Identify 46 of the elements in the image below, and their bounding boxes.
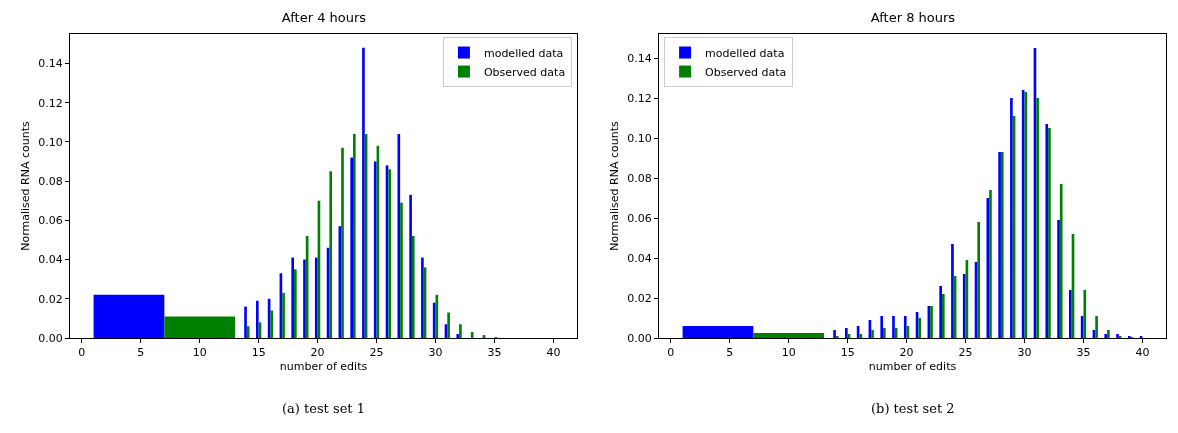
text: (b) test set 2 [871,401,955,416]
x-tick-label: 40 [1135,346,1150,360]
y-tick-label: 0.04 [38,253,63,267]
legend-label: modelled data [483,46,564,60]
x-tick-label: 35 [487,346,502,360]
y-tick-label: 0.02 [38,292,63,306]
y-tick-label: 0.08 [627,171,652,185]
chart-title: After 4 hours [281,10,367,26]
text: (a) test set 1 [282,401,365,416]
x-tick-label: 0 [78,346,86,360]
y-axis-title: Normalised RNA counts [607,120,621,251]
x-tick-label: 15 [840,346,855,360]
y-tick-label: 0.10 [38,135,63,149]
y-tick-label: 0.10 [627,131,652,145]
y-tick-label: 0.02 [627,291,652,305]
x-tick-label: 20 [310,346,325,360]
y-tick-label: 0.04 [627,251,652,265]
x-tick-label: 35 [1076,346,1091,360]
y-tick-label: 0.06 [38,214,63,228]
x-tick-label: 40 [546,346,561,360]
x-tick-label: 5 [137,346,145,360]
x-tick-label: 20 [899,346,914,360]
y-tick-label: 0.12 [38,96,63,110]
y-tick-label: 0.08 [38,174,63,188]
chart-title: After 8 hours [870,10,956,26]
y-tick-label: 0.06 [627,211,652,225]
x-tick-label: 25 [958,346,973,360]
x-tick-label: 10 [192,346,207,360]
y-tick-label: 0.00 [627,331,652,345]
x-tick-label: 5 [726,346,734,360]
x-tick-label: 30 [1017,346,1032,360]
x-tick-label: 0 [667,346,675,360]
x-axis-title: number of edits [868,360,957,374]
x-tick-label: 30 [428,346,443,360]
y-tick-label: 0.14 [627,51,652,65]
legend-label: Observed data [483,65,566,79]
legend-label: modelled data [705,46,785,60]
y-tick-label: 0.00 [38,331,63,345]
y-axis-title: Normalised RNA counts [18,120,32,251]
x-tick-label: 10 [781,346,796,360]
legend-label: Observed data [705,65,787,79]
y-tick-label: 0.12 [627,91,652,105]
x-tick-label: 25 [369,346,384,360]
x-axis-title: number of edits [279,360,368,374]
y-tick-label: 0.14 [38,57,63,71]
x-tick-label: 15 [251,346,266,360]
